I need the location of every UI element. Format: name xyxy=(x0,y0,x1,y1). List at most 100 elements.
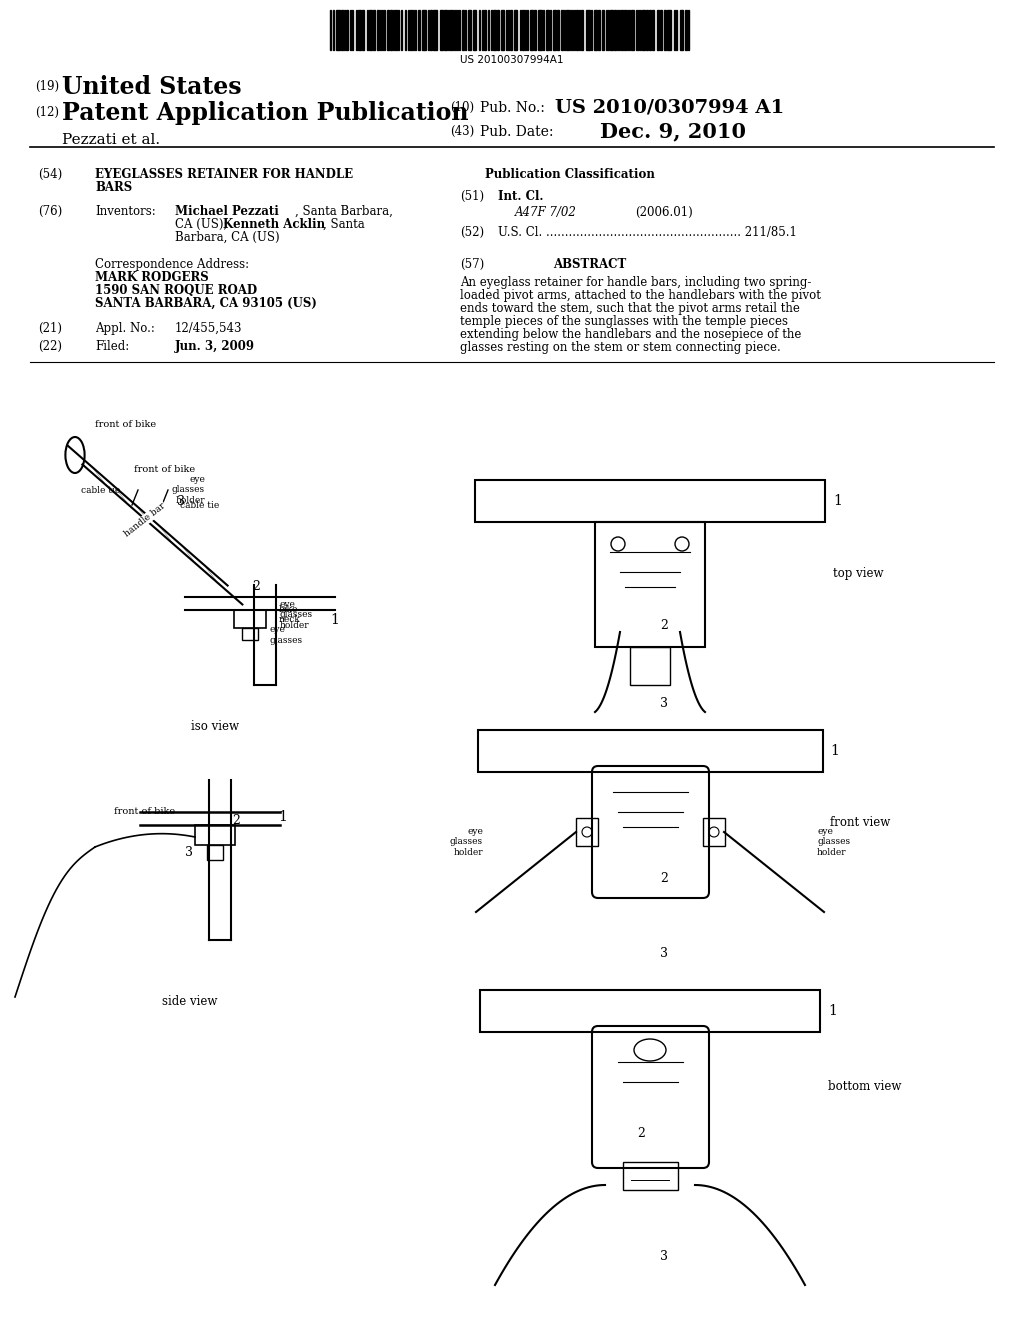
Text: (10): (10) xyxy=(450,102,474,114)
Bar xyxy=(468,11,471,50)
Text: top view: top view xyxy=(833,568,884,581)
Bar xyxy=(462,11,464,50)
Text: Dec. 9, 2010: Dec. 9, 2010 xyxy=(600,121,746,141)
Bar xyxy=(664,11,666,50)
Text: bottom view: bottom view xyxy=(828,1081,901,1093)
Bar xyxy=(623,1162,678,1191)
Text: eye
glasses
holder: eye glasses holder xyxy=(817,828,850,857)
Text: (76): (76) xyxy=(38,205,62,218)
Text: (43): (43) xyxy=(450,125,474,139)
Bar xyxy=(614,11,616,50)
Bar xyxy=(646,11,648,50)
Text: Pezzati et al.: Pezzati et al. xyxy=(62,133,160,147)
Bar xyxy=(430,11,432,50)
Text: Pub. Date:: Pub. Date: xyxy=(480,125,554,139)
Text: Pub. No.:: Pub. No.: xyxy=(480,102,545,115)
Text: ABSTRACT: ABSTRACT xyxy=(553,257,627,271)
Text: 3: 3 xyxy=(185,846,193,859)
Bar xyxy=(522,11,524,50)
Text: BARS: BARS xyxy=(95,181,132,194)
Bar xyxy=(497,11,499,50)
Bar xyxy=(642,11,645,50)
Bar xyxy=(586,11,590,50)
Text: 2: 2 xyxy=(660,873,668,884)
Text: Michael Pezzati: Michael Pezzati xyxy=(175,205,279,218)
Bar xyxy=(602,11,604,50)
Bar xyxy=(624,11,626,50)
Bar xyxy=(534,11,536,50)
Text: Jun. 3, 2009: Jun. 3, 2009 xyxy=(175,341,255,352)
Text: 1: 1 xyxy=(833,494,842,508)
Bar xyxy=(346,11,348,50)
Text: Filed:: Filed: xyxy=(95,341,129,352)
Bar xyxy=(410,11,412,50)
Bar xyxy=(433,11,437,50)
Bar xyxy=(538,11,542,50)
Text: US 20100307994A1: US 20100307994A1 xyxy=(460,55,564,65)
Text: front of bike: front of bike xyxy=(134,465,196,474)
Text: (54): (54) xyxy=(38,168,62,181)
Bar xyxy=(195,825,234,845)
Bar xyxy=(621,11,623,50)
Text: 2: 2 xyxy=(232,813,240,826)
Bar xyxy=(418,11,420,50)
Bar xyxy=(501,11,504,50)
Text: front view: front view xyxy=(830,816,890,829)
Text: , Santa Barbara,: , Santa Barbara, xyxy=(295,205,393,218)
Bar xyxy=(444,11,447,50)
Text: bike
neck: bike neck xyxy=(279,605,301,624)
Bar xyxy=(475,480,825,521)
Bar xyxy=(510,11,512,50)
Bar xyxy=(575,11,578,50)
Text: front of bike: front of bike xyxy=(95,420,156,429)
Bar xyxy=(703,818,725,846)
Text: 1: 1 xyxy=(828,1005,837,1018)
Bar xyxy=(422,11,426,50)
Bar xyxy=(660,11,662,50)
Text: US 2010/0307994 A1: US 2010/0307994 A1 xyxy=(555,98,784,116)
Bar xyxy=(594,11,597,50)
Bar xyxy=(362,11,364,50)
Bar xyxy=(493,11,496,50)
Bar xyxy=(667,11,671,50)
Text: front of bike: front of bike xyxy=(115,807,175,816)
Bar xyxy=(390,11,392,50)
Text: ends toward the stem, such that the pivot arms retail the: ends toward the stem, such that the pivo… xyxy=(460,302,800,315)
Text: iso view: iso view xyxy=(191,719,239,733)
Bar xyxy=(484,11,486,50)
Text: EYEGLASSES RETAINER FOR HANDLE: EYEGLASSES RETAINER FOR HANDLE xyxy=(95,168,353,181)
Bar xyxy=(680,11,683,50)
Text: Inventors:: Inventors: xyxy=(95,205,156,218)
Text: cable tie: cable tie xyxy=(81,486,120,495)
Text: 3: 3 xyxy=(660,1250,668,1263)
Text: cable tie: cable tie xyxy=(180,502,219,510)
Text: SANTA BARBARA, CA 93105 (US): SANTA BARBARA, CA 93105 (US) xyxy=(95,297,316,310)
Bar xyxy=(450,11,452,50)
Bar xyxy=(657,11,659,50)
Bar xyxy=(242,628,258,640)
Text: 1: 1 xyxy=(278,810,287,824)
Bar xyxy=(581,11,583,50)
Text: (22): (22) xyxy=(38,341,62,352)
Bar xyxy=(575,818,598,846)
Text: eye
glasses
holder: eye glasses holder xyxy=(450,828,483,857)
Text: Int. Cl.: Int. Cl. xyxy=(498,190,544,203)
Bar xyxy=(514,11,517,50)
Bar xyxy=(630,647,670,685)
Bar xyxy=(377,11,379,50)
Text: 2: 2 xyxy=(637,1127,645,1140)
Text: CA (US);: CA (US); xyxy=(175,218,231,231)
Text: An eyeglass retainer for handle bars, including two spring-: An eyeglass retainer for handle bars, in… xyxy=(460,276,811,289)
Text: eye
glasses: eye glasses xyxy=(270,626,303,644)
Bar xyxy=(336,11,340,50)
Text: extending below the handlebars and the nosepiece of the: extending below the handlebars and the n… xyxy=(460,327,802,341)
Bar xyxy=(566,11,569,50)
Text: temple pieces of the sunglasses with the temple pieces: temple pieces of the sunglasses with the… xyxy=(460,315,788,327)
Bar xyxy=(480,990,820,1032)
Text: (19): (19) xyxy=(35,81,59,92)
Bar xyxy=(546,11,549,50)
Bar xyxy=(652,11,654,50)
Text: side view: side view xyxy=(163,995,218,1008)
Bar xyxy=(207,845,223,861)
Bar xyxy=(369,11,372,50)
